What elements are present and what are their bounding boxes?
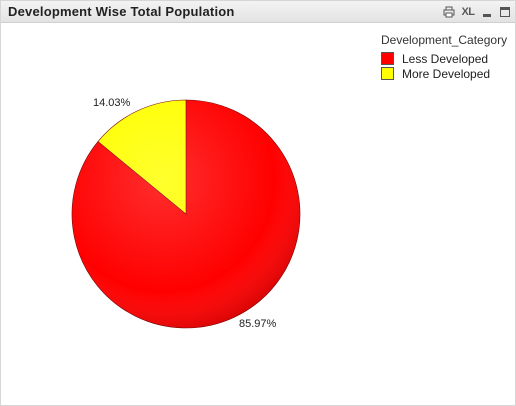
legend-item-less-developed[interactable]: Less Developed <box>381 51 507 66</box>
maximize-icon[interactable] <box>498 5 512 19</box>
legend-swatch-less-developed <box>381 52 394 65</box>
slice-label-less-developed: 85.97% <box>239 318 277 330</box>
send-to-excel-icon[interactable]: XL <box>461 5 475 18</box>
legend-title: Development_Category <box>381 33 508 47</box>
legend-label: More Developed <box>402 66 491 81</box>
legend-label: Less Developed <box>402 51 489 66</box>
legend: Development_Category Less Developed More… <box>381 33 507 81</box>
chart-title: Development Wise Total Population <box>8 4 235 19</box>
print-icon[interactable] <box>442 5 456 19</box>
legend-swatch-more-developed <box>381 67 394 80</box>
minimize-icon[interactable] <box>480 5 494 19</box>
caption-bar: Development Wise Total Population XL <box>1 1 515 23</box>
slice-label-more-developed: 14.03% <box>93 97 131 109</box>
chart-area: 14.03% 85.97% Development_Category Less … <box>1 23 515 405</box>
caption-tools: XL <box>442 4 512 19</box>
legend-item-more-developed[interactable]: More Developed <box>381 66 507 81</box>
